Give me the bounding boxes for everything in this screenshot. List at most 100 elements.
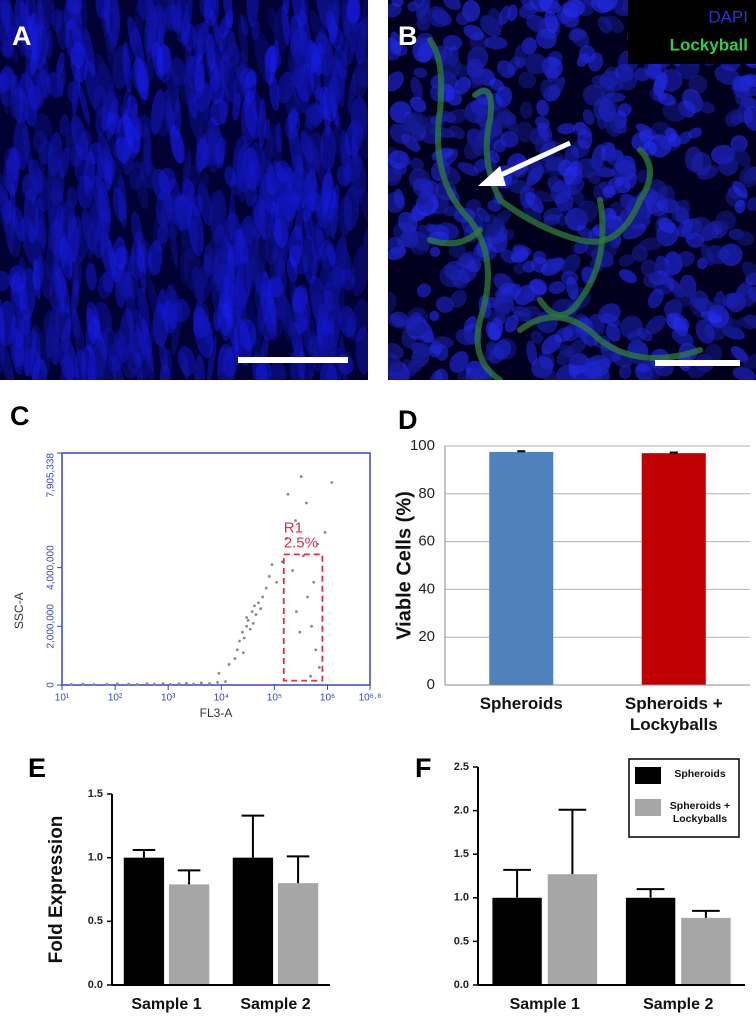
nucleus bbox=[223, 345, 240, 377]
nucleus bbox=[435, 296, 454, 313]
nucleus bbox=[282, 0, 290, 14]
nucleus bbox=[52, 272, 63, 310]
bar bbox=[547, 874, 598, 985]
nucleus bbox=[128, 104, 139, 127]
nucleus bbox=[66, 186, 78, 209]
nucleus bbox=[735, 231, 755, 246]
y-tick-label: 100 bbox=[410, 437, 435, 454]
error-bar bbox=[517, 450, 526, 453]
nucleus bbox=[100, 231, 113, 273]
nucleus bbox=[397, 211, 418, 234]
nucleus bbox=[258, 206, 267, 241]
nucleus bbox=[3, 158, 16, 192]
nucleus bbox=[543, 214, 561, 226]
nucleus bbox=[544, 258, 558, 274]
nucleus bbox=[128, 28, 137, 62]
y-tick-label: 0 bbox=[427, 676, 435, 693]
micrograph bbox=[0, 0, 368, 380]
nucleus bbox=[326, 243, 336, 267]
nucleus bbox=[228, 190, 236, 242]
nucleus bbox=[143, 10, 161, 59]
x-tick-label: 10⁴ bbox=[214, 693, 229, 704]
nucleus bbox=[292, 13, 302, 44]
nucleus bbox=[67, 213, 79, 262]
nucleus bbox=[222, 252, 238, 307]
nucleus bbox=[95, 156, 113, 196]
lockyball-strand bbox=[472, 87, 653, 245]
nucleus bbox=[746, 196, 756, 212]
nucleus bbox=[73, 255, 82, 294]
nucleus bbox=[59, 114, 70, 137]
nucleus bbox=[13, 317, 24, 338]
event-dot bbox=[270, 563, 274, 567]
nucleus bbox=[146, 20, 155, 62]
nucleus bbox=[206, 45, 214, 78]
x-tick-label: 10⁶·⁸ bbox=[359, 693, 382, 704]
nucleus bbox=[344, 119, 364, 157]
nucleus bbox=[254, 272, 264, 315]
nucleus bbox=[353, 21, 367, 65]
nucleus bbox=[233, 62, 247, 108]
nucleus bbox=[40, 56, 49, 99]
nucleus bbox=[304, 120, 315, 149]
nucleus bbox=[292, 285, 309, 314]
nucleus bbox=[90, 202, 105, 241]
event-dot bbox=[295, 610, 298, 614]
nucleus bbox=[316, 303, 334, 352]
nucleus bbox=[444, 260, 465, 281]
nucleus bbox=[189, 179, 197, 214]
nucleus bbox=[240, 60, 251, 108]
event-dot bbox=[253, 604, 256, 608]
nucleus bbox=[259, 283, 277, 326]
y-tick-label: 2.5 bbox=[454, 761, 469, 773]
nucleus bbox=[671, 329, 694, 347]
nucleus bbox=[177, 180, 194, 233]
y-axis-title: SSC-A bbox=[12, 592, 26, 629]
nucleus bbox=[170, 0, 182, 33]
nucleus bbox=[294, 24, 310, 76]
nucleus bbox=[180, 67, 193, 105]
nucleus bbox=[722, 292, 740, 309]
nucleus bbox=[276, 203, 294, 235]
event-dot bbox=[330, 481, 334, 484]
nucleus bbox=[296, 155, 305, 184]
nucleus bbox=[118, 308, 134, 363]
nucleus bbox=[695, 319, 715, 344]
event-dot bbox=[216, 680, 219, 684]
nucleus bbox=[64, 341, 79, 380]
error-bar bbox=[636, 888, 665, 898]
nucleus bbox=[135, 242, 150, 273]
nucleus bbox=[22, 16, 38, 60]
nucleus bbox=[306, 176, 317, 211]
nucleus bbox=[264, 46, 282, 72]
nucleus bbox=[668, 133, 681, 147]
nucleus bbox=[351, 244, 368, 297]
nucleus bbox=[0, 184, 12, 224]
nucleus bbox=[459, 261, 479, 284]
nucleus bbox=[193, 316, 211, 339]
nucleus bbox=[132, 102, 140, 137]
nucleus bbox=[103, 159, 112, 191]
nucleus bbox=[20, 0, 30, 24]
event-dot bbox=[81, 682, 85, 686]
nucleus bbox=[81, 207, 98, 255]
nucleus bbox=[522, 260, 536, 273]
nucleus bbox=[112, 45, 130, 90]
nucleus bbox=[49, 266, 67, 314]
event-dot bbox=[233, 657, 237, 660]
event-dot bbox=[238, 639, 241, 643]
nucleus bbox=[261, 173, 280, 218]
nucleus bbox=[94, 208, 111, 259]
nucleus bbox=[97, 225, 117, 278]
nucleus bbox=[125, 343, 138, 376]
nucleus bbox=[199, 80, 211, 122]
nucleus bbox=[6, 199, 16, 254]
nucleus bbox=[228, 244, 240, 297]
nucleus bbox=[611, 160, 637, 182]
nucleus bbox=[289, 244, 309, 275]
nucleus bbox=[36, 69, 52, 99]
nucleus bbox=[308, 172, 318, 198]
nucleus bbox=[0, 270, 11, 291]
nucleus bbox=[292, 166, 309, 189]
event-dot bbox=[199, 681, 203, 685]
